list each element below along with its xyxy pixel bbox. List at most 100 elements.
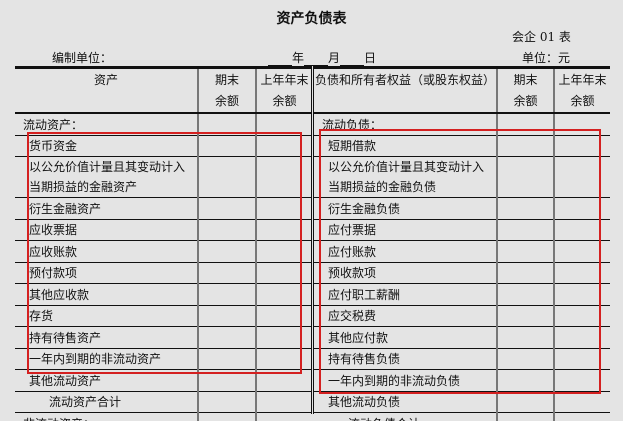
cell[interactable]	[197, 219, 256, 241]
table-row: 持有待售资产	[15, 326, 312, 349]
cell[interactable]	[496, 391, 554, 413]
cell[interactable]	[255, 326, 312, 349]
cell[interactable]	[255, 369, 312, 392]
table-row: 存货	[15, 305, 312, 327]
cell[interactable]	[553, 348, 610, 370]
table-row: 短期借款	[314, 135, 610, 157]
cell[interactable]	[553, 305, 610, 327]
cell[interactable]	[553, 197, 610, 220]
cell[interactable]	[197, 369, 256, 392]
table-row: 应付职工薪酬	[314, 283, 610, 306]
cell[interactable]	[255, 391, 312, 413]
cell[interactable]	[496, 219, 554, 241]
cell[interactable]	[197, 135, 256, 157]
table-row: 预付款项	[15, 262, 312, 284]
cell[interactable]	[496, 326, 554, 349]
cell[interactable]	[553, 369, 610, 392]
cell[interactable]	[197, 412, 256, 421]
cell[interactable]	[255, 305, 312, 327]
page-title: 资产负债表	[276, 11, 347, 27]
row-label: 应付票据	[314, 219, 497, 241]
cell[interactable]	[255, 135, 312, 157]
cell[interactable]	[496, 197, 554, 220]
cell[interactable]	[496, 348, 554, 370]
cell[interactable]	[197, 348, 256, 370]
table-row: 其他流动负债	[314, 391, 610, 413]
cell[interactable]	[197, 197, 256, 220]
row-label: 一年内到期的非流动资产	[15, 348, 198, 370]
table-row: 其他流动资产	[15, 369, 312, 392]
table-row: 其他应收款	[15, 283, 312, 306]
month-label: 月	[328, 51, 341, 65]
row-label: 其他应付款	[314, 326, 497, 349]
table-row: 持有待售负债	[314, 348, 610, 370]
cell[interactable]	[553, 391, 610, 413]
row-label: 货币资金	[15, 135, 198, 157]
cell[interactable]	[553, 283, 610, 306]
highlight-box-assets	[27, 132, 302, 374]
row-label: 短期借款	[314, 135, 497, 157]
cell[interactable]	[496, 156, 554, 198]
liabilities-header: 负债和所有者权益（或股东权益）	[314, 66, 497, 114]
cell[interactable]	[197, 283, 256, 306]
cell[interactable]	[553, 326, 610, 349]
row-label: 衍生金融负债	[314, 197, 497, 220]
form-number: 会企 01 表	[512, 30, 571, 44]
cell[interactable]	[255, 156, 312, 198]
prior-year-header: 上年年末 余额	[553, 66, 610, 114]
row-label: 应付账款	[314, 240, 497, 263]
liabilities-table: 负债和所有者权益（或股东权益） 期末 余额 上年年末 余额 流动负债： 短期借款 以…	[314, 66, 610, 421]
cell[interactable]	[255, 219, 312, 241]
cell[interactable]	[197, 156, 256, 198]
table-row: 货币资金	[15, 135, 312, 157]
cell[interactable]	[197, 240, 256, 263]
unit-label: 单位：元	[522, 51, 571, 65]
period-end-header: 期末 余额	[197, 66, 256, 114]
table-row: 一年内到期的非流动负债	[314, 369, 610, 392]
cell[interactable]	[496, 135, 554, 157]
table-row: 应付票据	[314, 219, 610, 241]
cell[interactable]	[496, 412, 554, 421]
cell[interactable]	[255, 412, 312, 421]
cell[interactable]	[255, 197, 312, 220]
cell[interactable]	[553, 240, 610, 263]
cell[interactable]	[197, 262, 256, 284]
table-row: 流动负债合计	[314, 412, 610, 421]
cell[interactable]	[496, 240, 554, 263]
cell[interactable]	[197, 391, 256, 413]
cell[interactable]	[197, 326, 256, 349]
table-row: 以公允价值计量且其变动计入 当期损益的金融资产	[15, 156, 312, 198]
cell[interactable]	[197, 305, 256, 327]
table-row: 衍生金融负债	[314, 197, 610, 220]
cell[interactable]	[553, 262, 610, 284]
cell[interactable]	[496, 262, 554, 284]
cell[interactable]	[553, 412, 610, 421]
year-label: 年	[292, 51, 305, 65]
table-row: 衍生金融资产	[15, 197, 312, 220]
table-row: 预收款项	[314, 262, 610, 284]
cell[interactable]	[496, 305, 554, 327]
row-label: 应付职工薪酬	[314, 283, 497, 306]
cell[interactable]	[496, 283, 554, 306]
cell[interactable]	[553, 219, 610, 241]
cell[interactable]	[255, 262, 312, 284]
cell[interactable]	[553, 135, 610, 157]
cell[interactable]	[255, 283, 312, 306]
cell[interactable]	[255, 113, 312, 136]
row-label: 一年内到期的非流动负债	[314, 369, 497, 392]
table-row: 应收票据	[15, 219, 312, 241]
cell[interactable]	[197, 113, 256, 136]
row-label: 衍生金融资产	[15, 197, 198, 220]
section-label: 流动资产：	[15, 113, 198, 136]
total-label: 流动负债合计	[314, 412, 497, 421]
table-row: 流动资产：	[15, 113, 312, 136]
cell[interactable]	[496, 369, 554, 392]
preparer-label: 编制单位：	[52, 51, 113, 65]
cell[interactable]	[255, 240, 312, 263]
header-row: 资产 期末 余额 上年年末 余额	[15, 66, 312, 114]
cell[interactable]	[255, 348, 312, 370]
header-row: 负债和所有者权益（或股东权益） 期末 余额 上年年末 余额	[314, 66, 610, 114]
assets-table: 资产 期末 余额 上年年末 余额 流动资产： 货币资金 以公允价值计量且其变动计入当…	[15, 66, 312, 421]
table-row: 应付账款	[314, 240, 610, 263]
